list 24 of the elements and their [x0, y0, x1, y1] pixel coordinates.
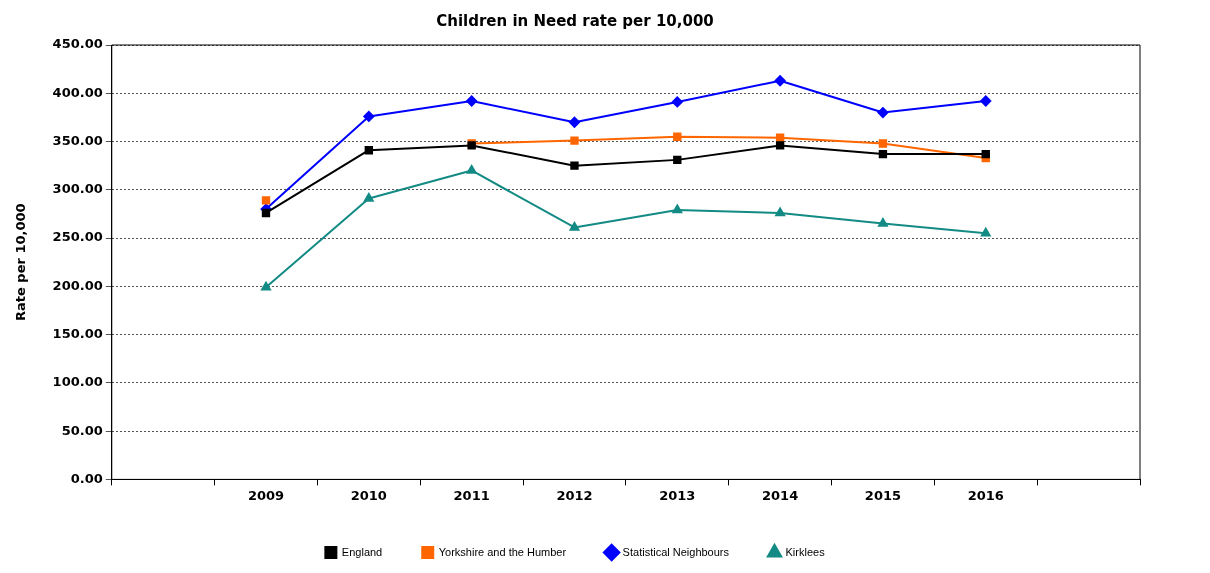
y-tick-label: 250.00: [52, 229, 103, 245]
x-tick-label: 2011: [453, 487, 490, 503]
y-tick-label: 350.00: [52, 132, 103, 148]
y-tick-label: 300.00: [52, 181, 103, 197]
legend-label: England: [341, 545, 383, 558]
x-tick-label: 2013: [659, 487, 696, 503]
chart-title: Children in Need rate per 10,000: [436, 11, 714, 30]
legend-label: Kirklees: [785, 545, 826, 558]
y-tick-label: 400.00: [52, 84, 103, 100]
y-tick-label: 0.00: [70, 470, 103, 486]
y-tick-label: 150.00: [52, 325, 103, 341]
x-tick-label: 2009: [247, 487, 285, 503]
y-axis-title: Rate per 10,000: [13, 203, 29, 321]
legend-label: Yorkshire and the Humber: [438, 545, 567, 558]
x-tick-label: 2014: [762, 487, 799, 503]
y-tick-label: 50.00: [61, 422, 103, 438]
y-tick-label: 100.00: [52, 374, 103, 390]
x-tick-label: 2012: [556, 487, 593, 503]
x-tick-label: 2016: [967, 487, 1004, 503]
legend-label: Statistical Neighbours: [622, 545, 730, 558]
y-tick-label: 450.00: [52, 36, 103, 52]
x-tick-label: 2010: [350, 487, 387, 503]
y-tick-label: 200.00: [52, 277, 103, 293]
x-tick-label: 2015: [864, 487, 902, 503]
